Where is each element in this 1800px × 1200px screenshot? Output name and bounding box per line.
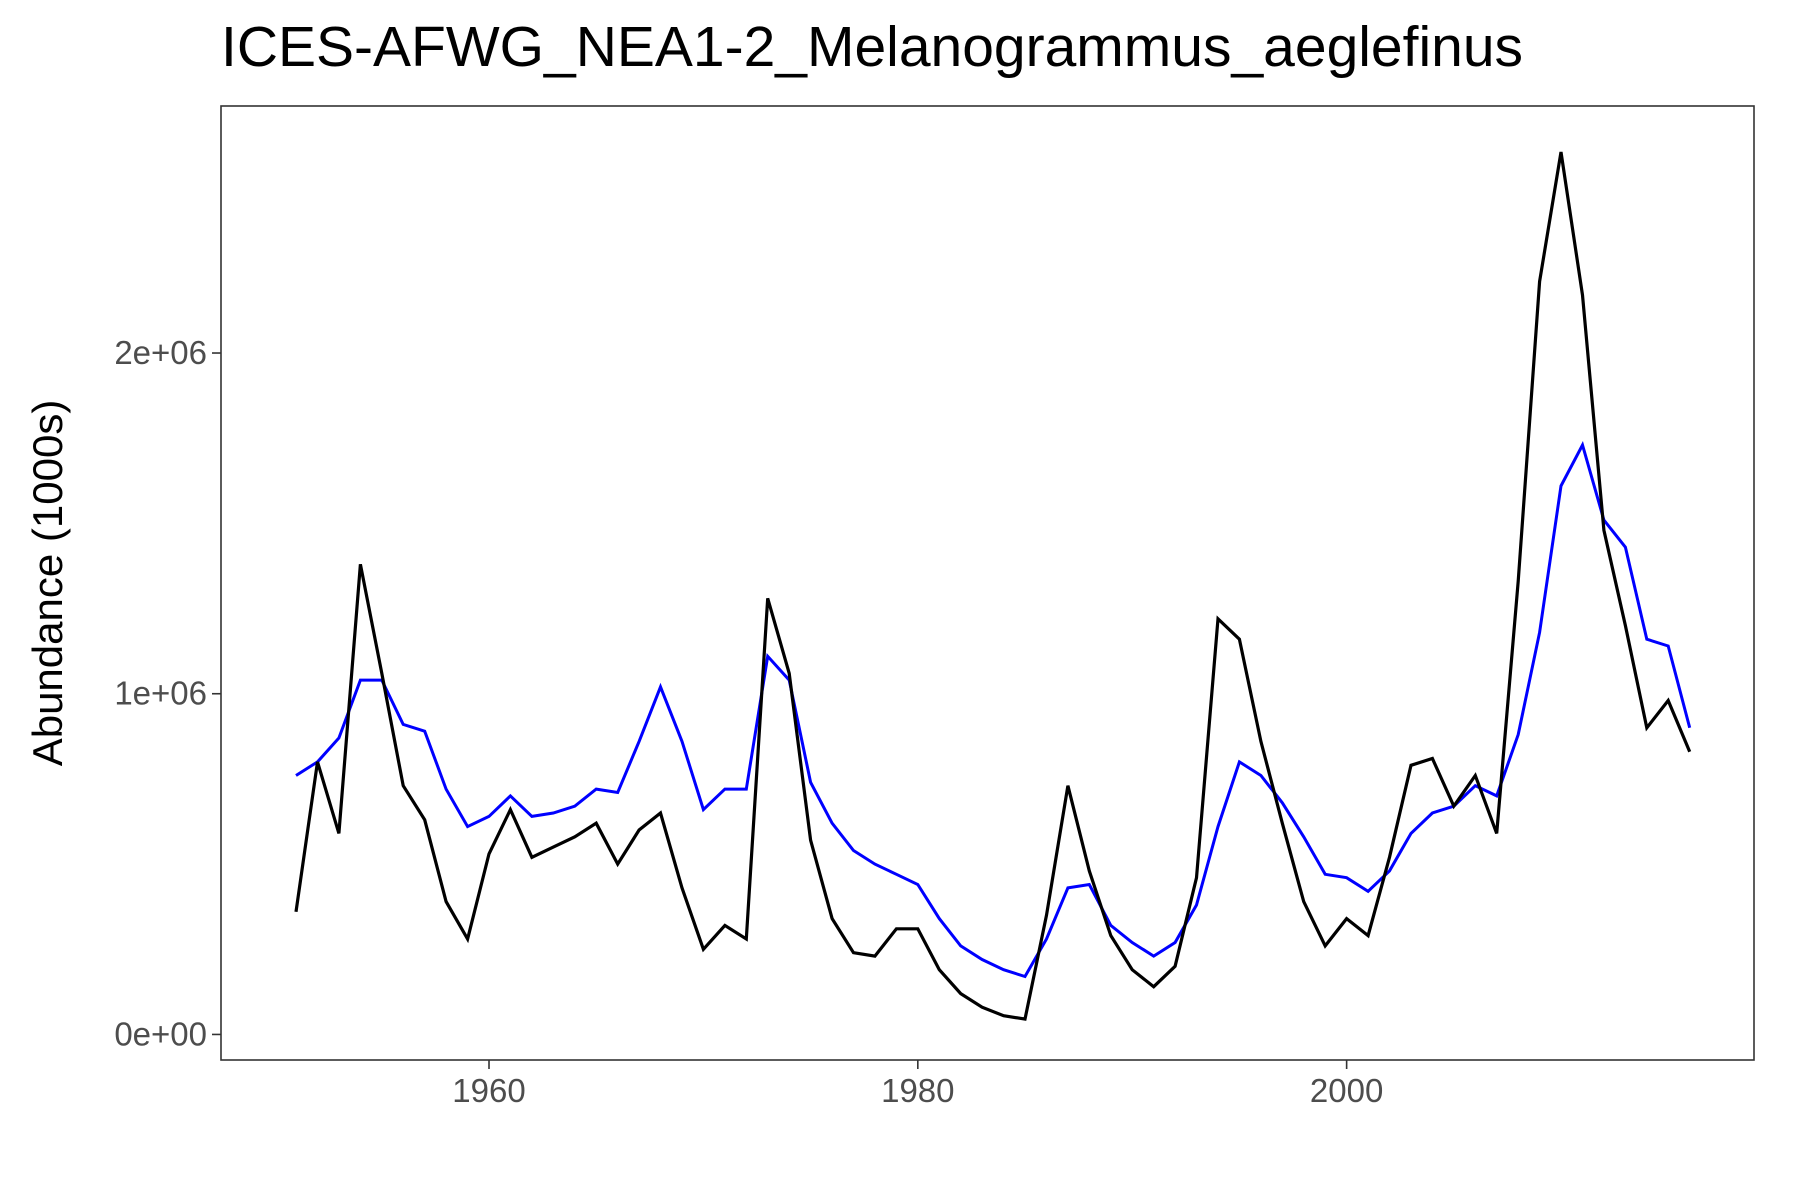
x-tick-label: 1960 bbox=[452, 1072, 525, 1109]
y-axis: 0e+00 1e+06 2e+06 bbox=[114, 334, 221, 1052]
series-layer bbox=[294, 151, 1692, 1021]
x-tick-label: 1980 bbox=[881, 1072, 954, 1109]
chart-title: ICES-AFWG_NEA1-2_Melanogrammus_aeglefinu… bbox=[221, 15, 1523, 79]
series-line-blue bbox=[295, 440, 1692, 979]
x-tick-label: 2000 bbox=[1310, 1072, 1383, 1109]
x-axis: 1960 1980 2000 bbox=[452, 1060, 1383, 1109]
series-line-black bbox=[294, 151, 1692, 1021]
plot-panel bbox=[220, 105, 1755, 1061]
y-tick-label: 0e+00 bbox=[114, 1015, 207, 1052]
y-axis-label: Abundance (1000s) bbox=[24, 400, 71, 767]
y-tick-label: 2e+06 bbox=[114, 334, 207, 371]
y-tick-label: 1e+06 bbox=[114, 675, 207, 712]
